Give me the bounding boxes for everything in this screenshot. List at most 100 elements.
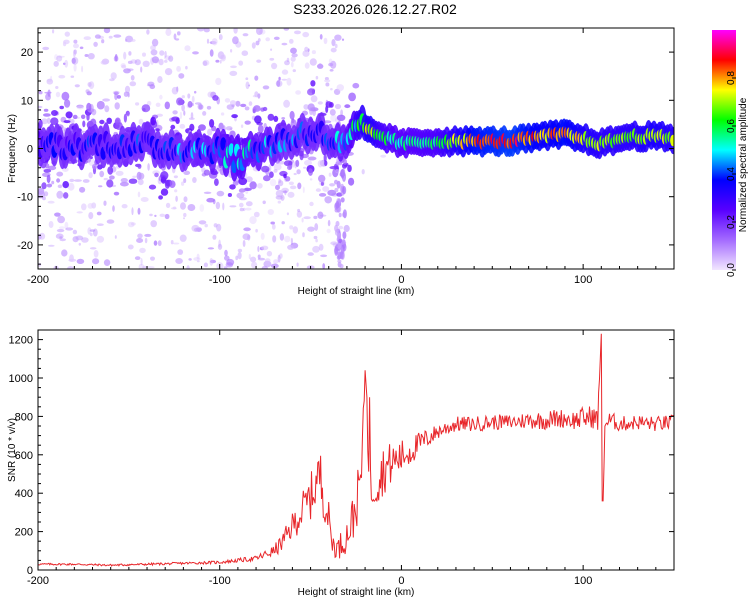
heatmap-cell <box>290 47 297 54</box>
heatmap-cell <box>81 114 86 120</box>
heatmap-cell <box>304 46 309 52</box>
heatmap-cell <box>54 212 61 217</box>
heatmap-cell <box>224 98 231 103</box>
heatmap-cell <box>203 191 212 194</box>
heatmap-cell <box>317 211 324 219</box>
heatmap-cell <box>283 28 289 31</box>
heatmap-cell <box>338 225 344 230</box>
colorbar <box>712 30 736 270</box>
heatmap-cell <box>245 81 250 90</box>
heatmap-cell <box>206 38 210 44</box>
heatmap-cell <box>148 184 157 190</box>
heatmap-cell <box>76 211 83 214</box>
heatmap-cell <box>218 239 221 248</box>
heatmap-cell <box>72 114 78 120</box>
heatmap-cell <box>130 38 136 42</box>
heatmap-cell <box>61 249 68 257</box>
heatmap-cell <box>281 221 285 225</box>
heatmap-cell <box>101 39 105 44</box>
heatmap-cell <box>57 184 63 189</box>
heatmap-cell <box>229 127 233 131</box>
heatmap-cell <box>55 86 59 89</box>
heatmap-cell <box>64 221 69 229</box>
heatmap-cell <box>136 171 142 181</box>
heatmap-cell <box>273 259 279 264</box>
heatmap-cell <box>237 248 243 253</box>
heatmap-cell <box>319 193 327 197</box>
y-tick-label: 600 <box>15 450 33 462</box>
heatmap-cell <box>158 58 164 66</box>
heatmap-cell <box>137 207 141 215</box>
heatmap-cell <box>330 88 333 91</box>
heatmap-cell <box>155 102 161 108</box>
heatmap-cell <box>62 181 69 189</box>
heatmap-cell <box>320 181 324 186</box>
heatmap-cell <box>116 95 121 99</box>
heatmap-cell <box>187 93 191 99</box>
heatmap-cell <box>339 264 344 269</box>
heatmap-cell <box>102 98 110 102</box>
heatmap-cell <box>304 159 312 166</box>
heatmap-cell <box>218 122 224 130</box>
heatmap-cell <box>282 190 288 194</box>
heatmap-cell <box>220 54 226 60</box>
heatmap-cell <box>347 164 352 173</box>
heatmap-cell <box>88 172 93 179</box>
heatmap-cell <box>146 100 152 106</box>
heatmap-cell <box>281 69 289 75</box>
heatmap-cell <box>86 112 90 121</box>
heatmap-cell <box>129 81 137 87</box>
heatmap-cell <box>43 108 49 112</box>
heatmap-cell <box>127 244 134 250</box>
heatmap-cell <box>302 31 310 38</box>
heatmap-cell <box>302 186 305 194</box>
heatmap-cell <box>47 244 55 247</box>
heatmap-cell <box>177 249 184 255</box>
heatmap-cell <box>88 212 94 220</box>
heatmap-cell <box>183 212 187 218</box>
heatmap-cell <box>64 31 71 37</box>
heatmap-cell <box>245 176 253 183</box>
heatmap-cell <box>74 84 80 88</box>
x-axis-label: Height of straight line (km) <box>298 286 415 297</box>
heatmap-cell <box>81 203 87 211</box>
heatmap-cell <box>327 219 331 227</box>
heatmap-cell <box>215 201 221 210</box>
heatmap-cell <box>164 55 171 60</box>
heatmap-cell <box>256 28 263 35</box>
heatmap-cell <box>257 246 260 252</box>
heatmap-cell <box>82 179 90 183</box>
heatmap-cell <box>261 245 269 251</box>
heatmap-cell <box>307 252 314 256</box>
heatmap-cell <box>164 101 170 110</box>
heatmap-cell <box>284 60 290 66</box>
heatmap-cell <box>108 35 113 39</box>
heatmap-cell <box>50 117 59 125</box>
heatmap-cell <box>56 178 61 183</box>
heatmap-cell <box>153 240 158 246</box>
heatmap-cell <box>114 102 120 110</box>
heatmap-cell <box>83 36 92 40</box>
heatmap-cell <box>248 254 251 260</box>
heatmap-cell <box>263 260 272 268</box>
heatmap-cell <box>78 242 82 246</box>
heatmap-cell <box>291 53 298 58</box>
heatmap-cell <box>56 228 65 233</box>
heatmap-cell <box>212 234 217 240</box>
heatmap-cell <box>314 223 319 231</box>
heatmap-cell <box>192 177 197 183</box>
heatmap-cell <box>130 222 136 226</box>
heatmap-cell <box>229 70 238 76</box>
heatmap-cell <box>253 211 260 218</box>
heatmap-cell <box>262 106 268 112</box>
y-tick-label: 0 <box>27 565 33 577</box>
heatmap-cell <box>138 263 145 269</box>
heatmap-cell <box>214 178 219 186</box>
heatmap-cell <box>303 104 309 110</box>
heatmap-cell <box>159 94 163 100</box>
heatmap-cell <box>87 53 95 60</box>
heatmap-cell <box>352 82 360 89</box>
y-axis-label: SNR (10 * v/v) <box>7 418 18 482</box>
heatmap-cell <box>62 192 69 199</box>
